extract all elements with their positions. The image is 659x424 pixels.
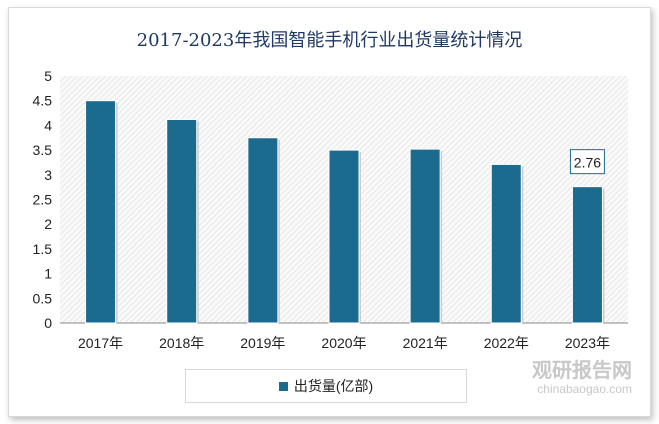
legend-swatch	[278, 381, 288, 391]
y-tick-label: 1.5	[33, 241, 53, 257]
y-tick-label: 2.5	[33, 192, 53, 208]
bar	[166, 118, 198, 324]
x-tick-label: 2021年	[403, 335, 448, 351]
x-tick-label: 2019年	[240, 335, 285, 351]
watermark-url: chinabaogao.com	[537, 382, 632, 396]
data-label: 2.76	[574, 155, 601, 171]
bar	[85, 100, 117, 324]
y-tick-label: 4.5	[33, 93, 53, 109]
bar	[409, 148, 441, 324]
legend-label: 出货量(亿部)	[293, 378, 374, 394]
y-tick-label: 3.5	[33, 142, 53, 158]
y-tick-label: 4	[44, 117, 52, 133]
watermark: 观研报告网 chinabaogao.com	[532, 360, 632, 397]
y-tick-label: 1	[44, 266, 52, 282]
data-label-box	[569, 149, 605, 175]
bar	[247, 137, 279, 324]
chart-frame: 2017-2023年我国智能手机行业出货量统计情况 0 0.5 1 1.5 2 2.5 3 3…	[8, 7, 651, 417]
legend: 出货量(亿部)	[185, 369, 467, 403]
chart-title: 2017-2023年我国智能手机行业出货量统计情况	[136, 30, 523, 51]
y-tick-label: 2	[44, 216, 52, 232]
bar	[328, 149, 360, 324]
watermark-name: 观研报告网	[532, 360, 632, 382]
x-tick-label: 2018年	[159, 335, 204, 351]
bar	[571, 186, 603, 324]
bar-chart: 0 0.5 1 1.5 2 2.5 3 3.5 4 4.5 5 2017年 2018年 2019年 2020…	[33, 68, 628, 351]
y-tick-label: 0.5	[33, 290, 53, 306]
y-tick-label: 5	[44, 68, 52, 84]
y-tick-label: 0	[44, 315, 52, 331]
x-tick-label: 2022年	[484, 335, 529, 351]
x-tick-label: 2017年	[78, 335, 123, 351]
y-tick-label: 3	[44, 167, 52, 183]
bar	[490, 163, 522, 324]
x-tick-label: 2020年	[321, 335, 366, 351]
x-tick-label: 2023年	[565, 335, 610, 351]
